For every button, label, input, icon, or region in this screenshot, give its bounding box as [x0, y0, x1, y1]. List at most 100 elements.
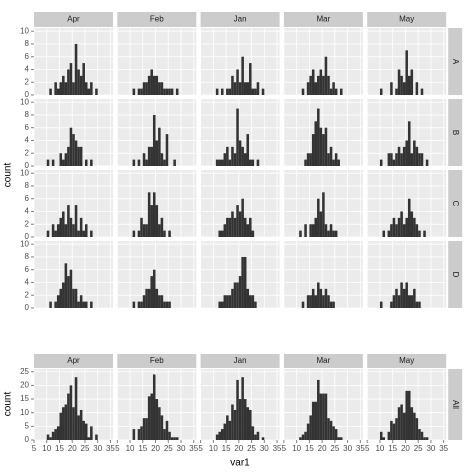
x-tick-label: 35 [189, 444, 198, 453]
bar [324, 127, 328, 166]
y-tick-label: 10 [20, 239, 29, 248]
x-tick-label: 25 [247, 444, 256, 453]
bar [228, 295, 232, 308]
bar [137, 230, 141, 237]
bar [49, 301, 52, 308]
strip-label: Mar [317, 356, 331, 365]
bar [306, 153, 310, 166]
bar [59, 288, 63, 308]
bar [62, 159, 65, 166]
bar [241, 56, 244, 95]
bar [246, 407, 250, 440]
bar [256, 159, 260, 166]
bar [407, 295, 411, 308]
bar [59, 217, 63, 237]
bar [62, 407, 65, 440]
bar [64, 224, 68, 237]
bar [142, 153, 146, 166]
bar [407, 198, 411, 237]
bar [327, 230, 330, 237]
bar [392, 423, 396, 440]
y-tick-label: 25 [20, 367, 29, 376]
bar [218, 159, 221, 166]
strip-background [367, 12, 447, 27]
bar [74, 43, 78, 95]
strip-background [448, 369, 463, 440]
bar [69, 127, 73, 166]
bar [390, 82, 393, 95]
bar [152, 374, 156, 440]
bar [418, 153, 421, 166]
bar [254, 434, 257, 440]
bar [420, 88, 424, 95]
bar [150, 276, 153, 308]
bar [243, 217, 247, 237]
x-tick-label: 35 [356, 444, 365, 453]
bar [329, 420, 333, 440]
bar [322, 134, 325, 166]
bar [54, 301, 57, 308]
bar [220, 159, 224, 166]
y-tick-label: 5 [25, 421, 30, 430]
bar [329, 224, 333, 237]
bar [231, 404, 234, 440]
y-tick-label: 4 [25, 65, 30, 74]
bar [163, 159, 166, 166]
bar [382, 437, 386, 440]
x-tick-label: 20 [151, 444, 160, 453]
y-tick-label: 4 [25, 136, 30, 145]
bar [241, 198, 244, 237]
bar [339, 437, 343, 440]
bar [251, 159, 255, 166]
bar [233, 82, 237, 95]
bar [327, 295, 330, 308]
bar [158, 127, 161, 166]
strip-background [200, 12, 280, 27]
bar [142, 295, 146, 308]
bar [163, 429, 166, 440]
bar [165, 301, 169, 308]
bar [311, 288, 315, 308]
bar [413, 217, 416, 237]
strip-background [448, 99, 463, 166]
bar [236, 69, 239, 95]
bar [334, 153, 338, 166]
bar [249, 159, 252, 166]
y-tick-label: 10 [20, 26, 29, 35]
y-tick-label: 4 [25, 207, 30, 216]
bar [64, 82, 68, 95]
bar [418, 230, 421, 237]
y-tick-label: 8 [25, 39, 30, 48]
bar [256, 82, 260, 95]
bar [132, 230, 136, 237]
bar [72, 224, 75, 237]
bar [158, 295, 161, 308]
bar [319, 127, 323, 166]
bar [238, 211, 242, 237]
bar [301, 88, 305, 95]
bar [319, 393, 323, 440]
bar [299, 437, 302, 440]
bar [405, 140, 408, 166]
bar [332, 230, 335, 237]
y-tick-label: 0 [25, 435, 30, 444]
strip-label: Apr [67, 15, 80, 24]
bar [397, 407, 401, 440]
y-tick-label: 0 [25, 90, 30, 99]
y-tick-label: 2 [25, 148, 30, 157]
x-tick-label: 35 [273, 444, 282, 453]
bar [218, 431, 221, 440]
x-tick-label: 15 [305, 444, 314, 453]
bar [231, 211, 234, 237]
bar [413, 140, 416, 166]
bar [158, 407, 161, 440]
bar [74, 288, 78, 308]
bar [56, 426, 60, 440]
bar [379, 431, 383, 440]
strip-background [448, 170, 463, 237]
bar [311, 134, 315, 166]
bar [223, 423, 227, 440]
bar [67, 276, 70, 308]
bar [54, 429, 57, 440]
bar [241, 146, 244, 166]
